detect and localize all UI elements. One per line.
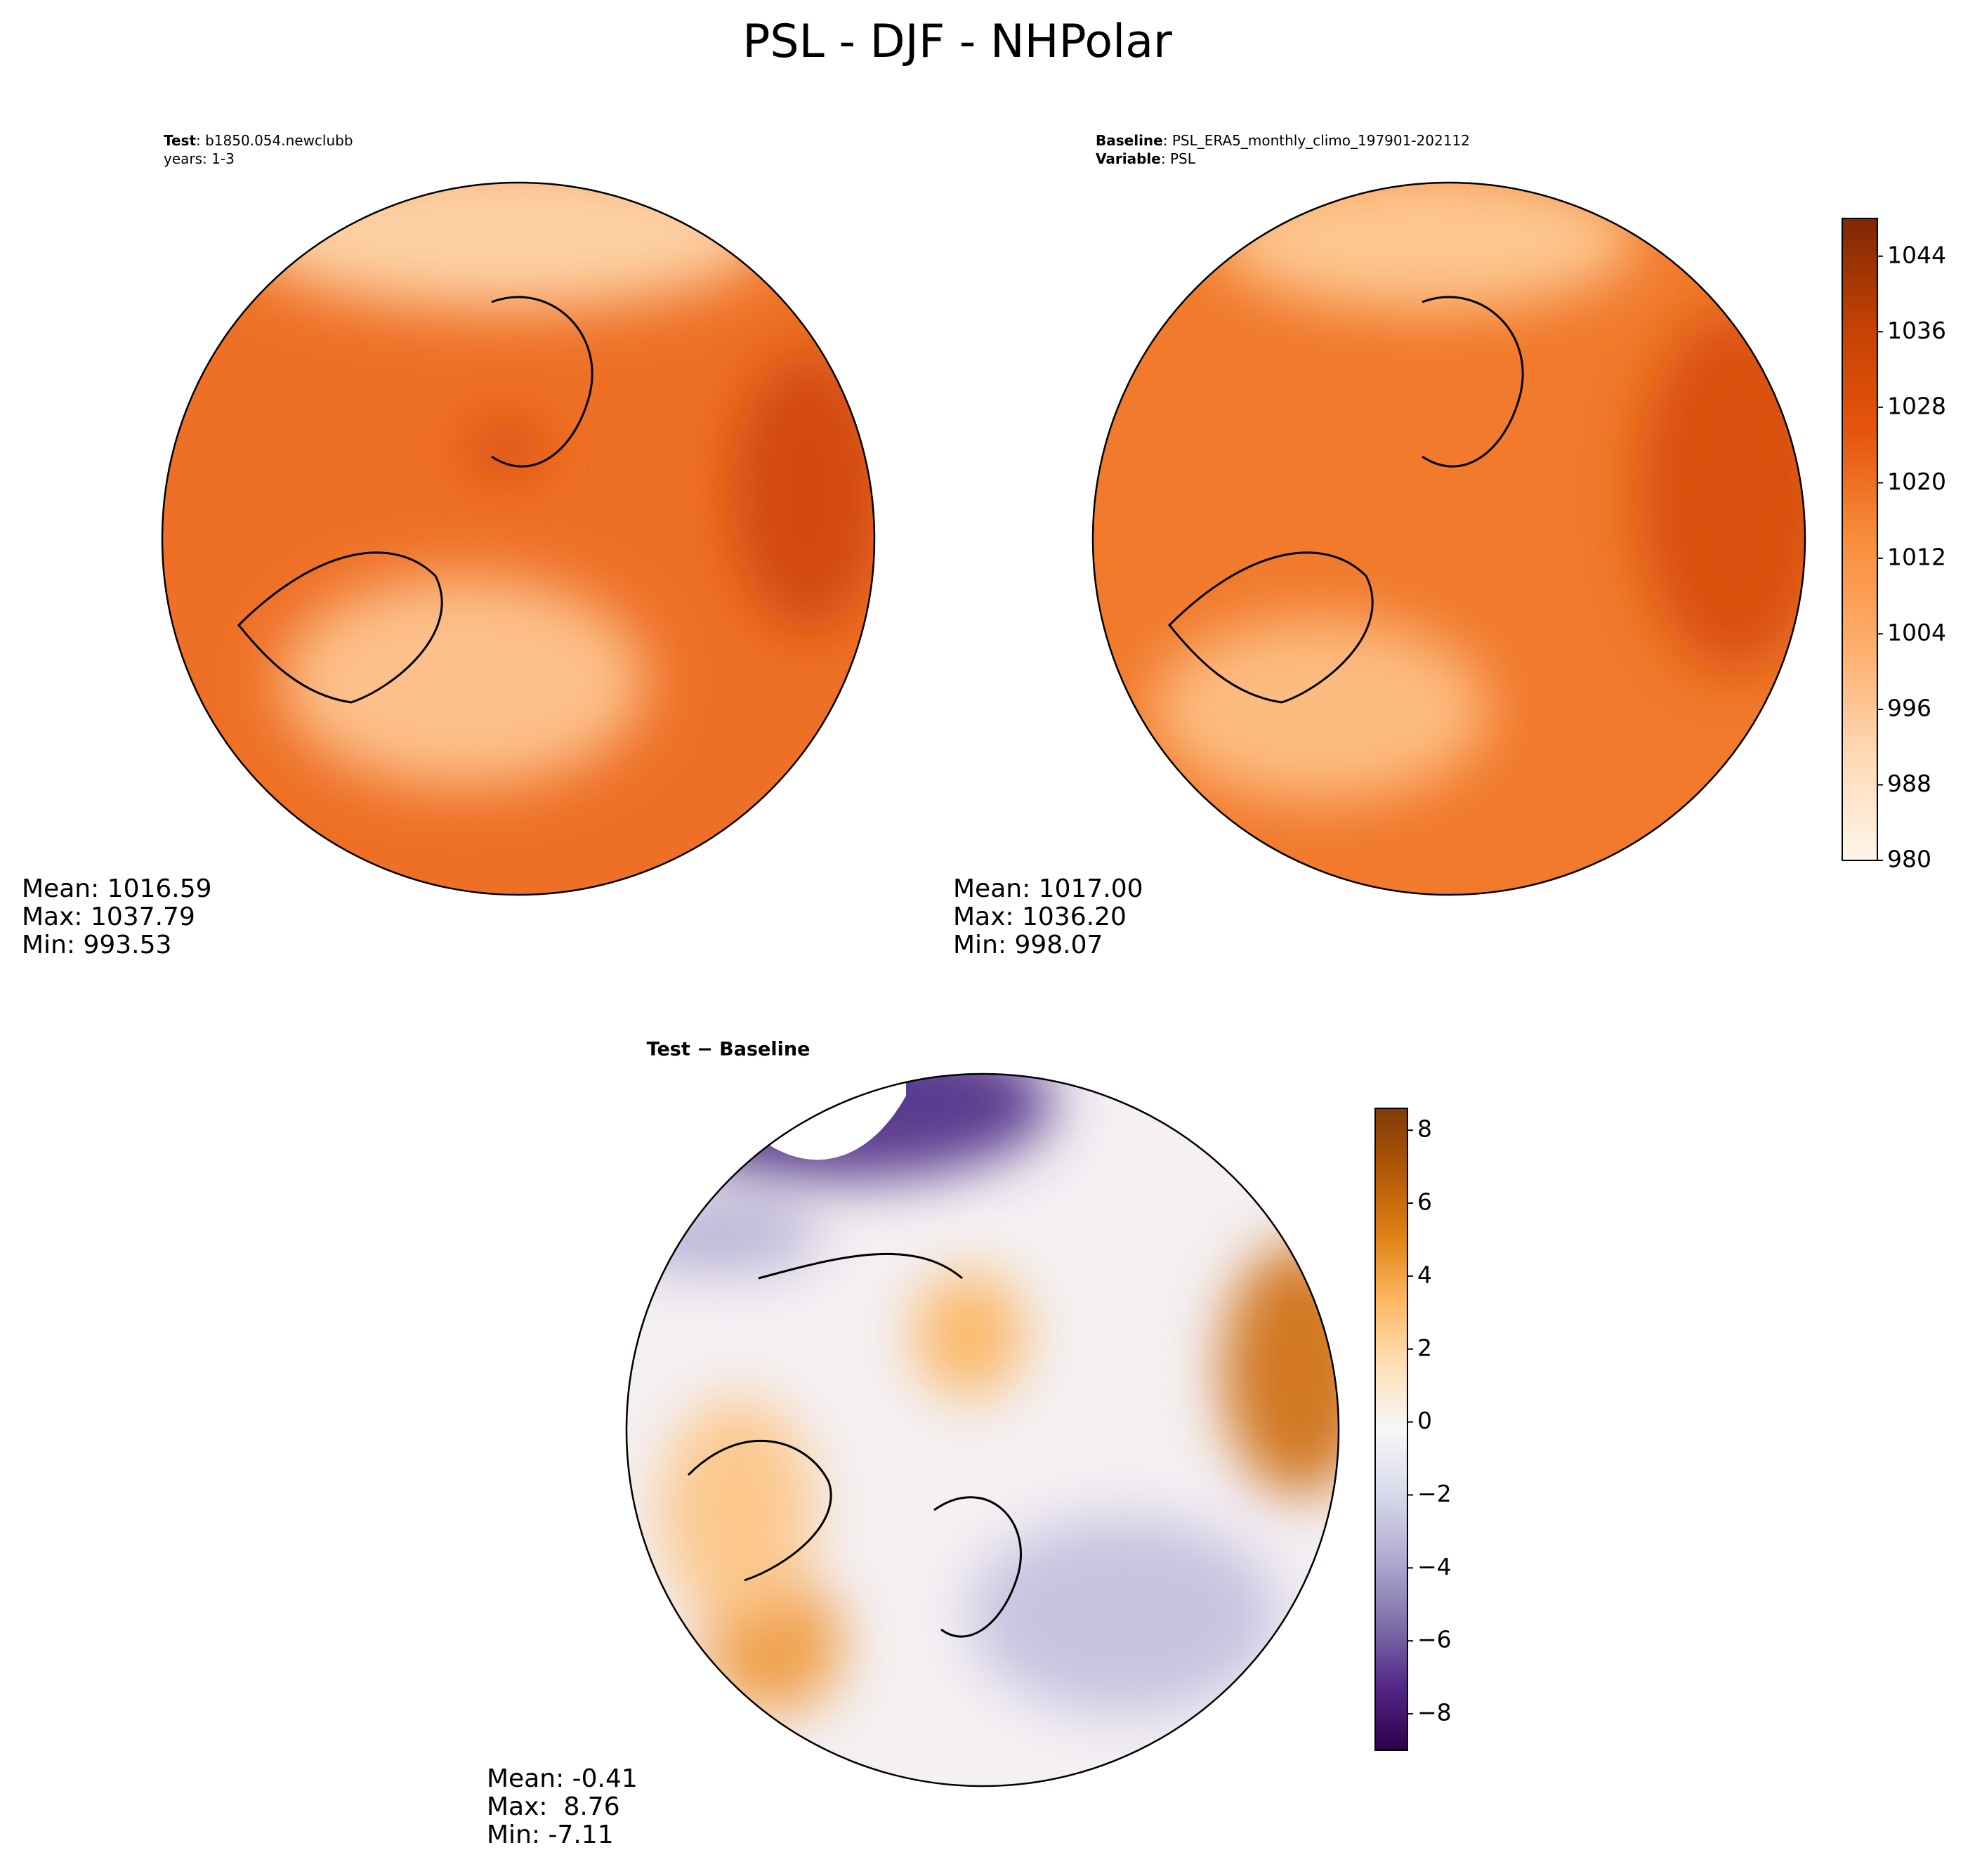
map-border: [1091, 181, 1806, 896]
colorbar: [1842, 218, 1878, 861]
panel-header: years: 1-3: [164, 150, 235, 167]
colorbars: 980 988 996 1004 1012 1020 1028 1036 1044 −8 −6 −4 −…: [1374, 218, 1946, 1751]
colorbar-tick-label: 2: [1417, 1334, 1432, 1361]
colorbar-tick-label: 1020: [1887, 468, 1946, 495]
colorbar-tick-label: 1036: [1887, 317, 1946, 344]
map-baseline: [1093, 183, 1805, 895]
colorbar: [1374, 1108, 1408, 1751]
panel-header: Variable: PSL: [1096, 150, 1196, 167]
panel-header: Test: b1850.054.newclubb: [164, 132, 353, 149]
stat-line: Mean: -0.41: [487, 1764, 638, 1793]
colorbar-tick-label: 988: [1887, 770, 1931, 797]
header-key: Variable: [1096, 150, 1161, 167]
map-test: [162, 183, 874, 895]
stat-line: Min: 993.53: [22, 931, 171, 959]
map-border: [161, 181, 876, 896]
figure-title: PSL - DJF - NHPolar: [742, 15, 1172, 68]
stat-line: Mean: 1016.59: [22, 874, 212, 903]
header-key: Test: [164, 132, 196, 149]
colorbar-tick-label: −6: [1417, 1626, 1452, 1653]
colorbar-tick-label: 980: [1887, 846, 1931, 873]
stat-line: Max: 8.76: [487, 1792, 620, 1821]
colorbar-tick-label: 1044: [1887, 241, 1946, 268]
colorbar-tick-label: 6: [1417, 1188, 1432, 1216]
stat-line: Mean: 1017.00: [953, 874, 1143, 903]
colorbar-tick-label: 1028: [1887, 392, 1946, 419]
panel-header: Baseline: PSL_ERA5_monthly_climo_197901-…: [1096, 132, 1470, 149]
colorbar-tick-label: 996: [1887, 694, 1931, 721]
colorbar-tick-label: −8: [1417, 1699, 1452, 1726]
header-value: years: 1-3: [164, 150, 235, 167]
header-value: : b1850.054.newclubb: [196, 132, 353, 149]
header-key: Baseline: [1096, 132, 1163, 149]
header-value: : PSL: [1161, 150, 1196, 167]
stat-line: Max: 1036.20: [953, 903, 1127, 931]
colorbar-tick-label: 1012: [1887, 543, 1946, 570]
colorbar-tick-label: 0: [1417, 1407, 1432, 1434]
colorbar-tick-label: −2: [1417, 1480, 1452, 1507]
stat-line: Max: 1037.79: [22, 903, 195, 931]
colorbar-tick-label: 1004: [1887, 619, 1946, 646]
header-value: : PSL_ERA5_monthly_climo_197901-202112: [1163, 132, 1470, 149]
map-border: [625, 1073, 1340, 1788]
map-difference: [626, 1074, 1339, 1786]
colorbar-tick-label: 4: [1417, 1261, 1432, 1288]
stat-line: Min: -7.11: [487, 1821, 614, 1849]
colorbar-tick-label: −4: [1417, 1553, 1452, 1580]
colorbar-tick-label: 8: [1417, 1115, 1432, 1143]
stat-line: Min: 998.07: [953, 931, 1103, 959]
panel-title: Test − Baseline: [647, 1039, 810, 1061]
